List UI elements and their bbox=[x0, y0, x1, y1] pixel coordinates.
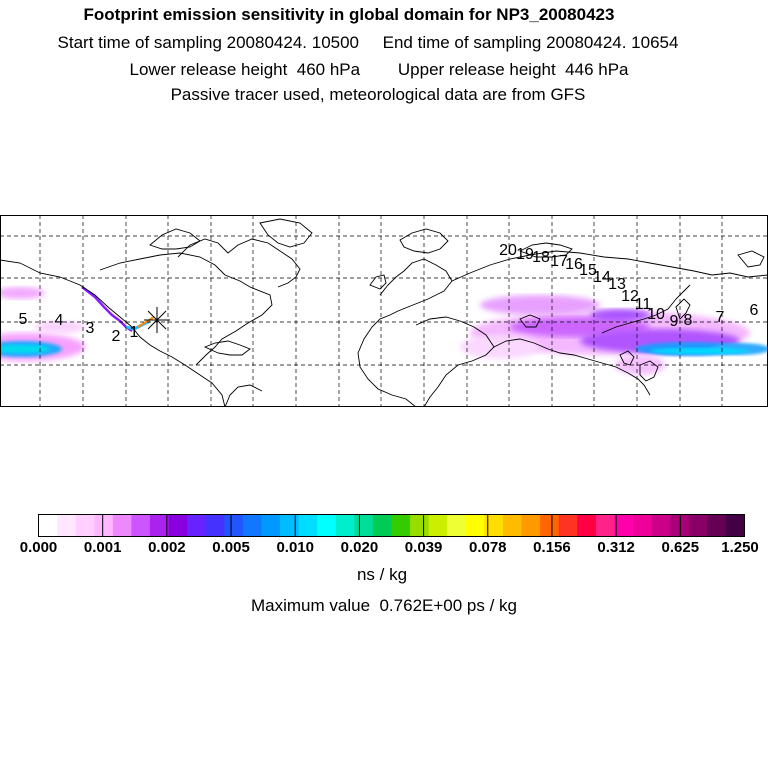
colorbar-cell bbox=[372, 514, 392, 537]
colorbar-cell bbox=[670, 514, 690, 537]
colorbar-cell bbox=[94, 514, 114, 537]
colorbar-cell bbox=[651, 514, 671, 537]
trajectory-label-3: 3 bbox=[86, 320, 95, 337]
colorbar-cell bbox=[447, 514, 467, 537]
colorbar-cell bbox=[317, 514, 337, 537]
colorbar-tick-label: 0.078 bbox=[468, 539, 507, 556]
trajectory-label-11: 11 bbox=[635, 296, 652, 313]
colorbar-cell bbox=[280, 514, 300, 537]
colorbar-unit: ns / kg bbox=[356, 565, 408, 584]
colorbar-cell bbox=[242, 514, 262, 537]
trajectory-label-5: 5 bbox=[19, 311, 28, 328]
colorbar-tick-label: 0.002 bbox=[148, 539, 186, 556]
colorbar-cell bbox=[75, 514, 95, 537]
trajectory-label-7: 7 bbox=[716, 309, 725, 326]
colorbar-cell bbox=[633, 514, 653, 537]
trajectory-label-8: 8 bbox=[684, 312, 693, 329]
colorbar-cell bbox=[428, 514, 448, 537]
colorbar-tick-label: 0.156 bbox=[533, 539, 571, 556]
colorbar-cell bbox=[577, 514, 597, 537]
trajectory-label-12: 12 bbox=[621, 288, 639, 305]
colorbar-tick-label: 0.020 bbox=[340, 539, 379, 556]
trajectory-label-19: 19 bbox=[516, 246, 534, 263]
colorbar-cell bbox=[261, 514, 281, 537]
colorbar-cell bbox=[725, 514, 745, 537]
maximum-value-text: Maximum value 0.762E+00 ps / kg bbox=[251, 596, 517, 615]
sampling-time-line: Start time of sampling 20080424. 10500 E… bbox=[57, 33, 679, 52]
colorbar-cell bbox=[224, 514, 244, 537]
colorbar-tick-label: 0.000 bbox=[19, 539, 58, 556]
trajectory-label-9: 9 bbox=[670, 313, 679, 330]
coastlines bbox=[0, 218, 768, 407]
colorbar-cell bbox=[688, 514, 708, 537]
colorbar-tick-label: 0.001 bbox=[83, 539, 122, 556]
trajectory-label-18: 18 bbox=[532, 249, 550, 266]
colorbar-tick-label: 0.010 bbox=[276, 539, 314, 556]
colorbar-tick-label: 0.312 bbox=[597, 539, 635, 556]
colorbar-cell bbox=[354, 514, 374, 537]
colorbar-cell bbox=[112, 514, 132, 537]
colorbar-cell bbox=[521, 514, 541, 537]
colorbar bbox=[38, 514, 745, 537]
asterisk-icon bbox=[144, 307, 170, 333]
colorbar-cell bbox=[614, 514, 634, 537]
colorbar-tick-label: 0.625 bbox=[661, 539, 700, 556]
colorbar-cell bbox=[187, 514, 207, 537]
colorbar-tick-label: 0.039 bbox=[404, 539, 443, 556]
colorbar-cell bbox=[149, 514, 170, 537]
colorbar-cell bbox=[298, 514, 318, 537]
trajectory-label-4: 4 bbox=[55, 312, 64, 329]
colorbar-cell bbox=[168, 514, 188, 537]
colorbar-cell bbox=[57, 514, 77, 537]
tracer-info-line: Passive tracer used, meteorological data… bbox=[170, 85, 586, 104]
colorbar-frame bbox=[38, 514, 745, 537]
trajectory-label-20: 20 bbox=[499, 242, 517, 259]
colorbar-tick-label: 1.250 bbox=[721, 539, 759, 556]
trajectory-label-1: 1 bbox=[130, 324, 139, 341]
colorbar-cell bbox=[391, 514, 411, 537]
colorbar-cell bbox=[558, 514, 578, 537]
plot-title: Footprint emission sensitivity in global… bbox=[83, 5, 615, 24]
colorbar-cell bbox=[465, 514, 485, 537]
graticule bbox=[0, 215, 768, 407]
release-height-line: Lower release height 460 hPa Upper relea… bbox=[129, 60, 629, 79]
colorbar-cell bbox=[410, 514, 430, 537]
colorbar-cell bbox=[38, 514, 58, 537]
trajectory-label-2: 2 bbox=[112, 328, 121, 345]
trajectory-label-10: 10 bbox=[647, 306, 665, 323]
colorbar-cell bbox=[540, 514, 560, 537]
trajectory-label-17: 17 bbox=[550, 253, 568, 270]
trajectory-label-6: 6 bbox=[750, 302, 759, 319]
trajectory-label-15: 15 bbox=[579, 262, 597, 279]
colorbar-cell bbox=[335, 514, 355, 537]
colorbar-cell bbox=[595, 514, 615, 537]
colorbar-cell bbox=[502, 514, 523, 537]
colorbar-cell bbox=[484, 514, 504, 537]
trajectory-label-16: 16 bbox=[565, 256, 583, 273]
trajectory-label-13: 13 bbox=[608, 276, 626, 293]
sensitivity-field-east-pacific bbox=[0, 287, 85, 361]
colorbar-cell bbox=[131, 514, 151, 537]
colorbar-cell bbox=[707, 514, 727, 537]
trajectory-label-14: 14 bbox=[593, 269, 611, 286]
colorbar-cell bbox=[205, 514, 225, 537]
colorbar-tick-label: 0.005 bbox=[212, 539, 250, 556]
